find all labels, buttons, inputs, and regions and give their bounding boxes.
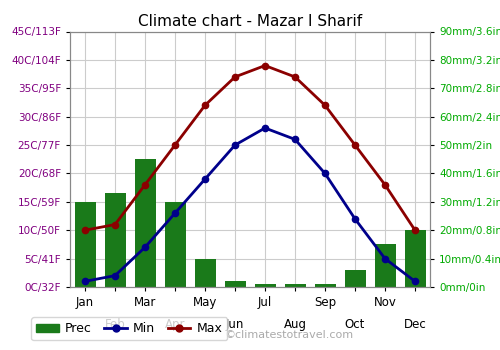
Text: ©climatestotravel.com: ©climatestotravel.com xyxy=(225,329,354,340)
Bar xyxy=(344,270,366,287)
Text: Apr: Apr xyxy=(165,317,185,330)
Bar xyxy=(284,284,306,287)
Bar xyxy=(224,281,246,287)
Bar xyxy=(194,259,216,287)
Legend: Prec, Min, Max: Prec, Min, Max xyxy=(31,317,228,340)
Text: Feb: Feb xyxy=(104,317,126,330)
Text: Aug: Aug xyxy=(284,317,306,330)
Text: Dec: Dec xyxy=(404,317,426,330)
Text: Jun: Jun xyxy=(226,317,244,330)
Text: Oct: Oct xyxy=(345,317,365,330)
Bar xyxy=(134,159,156,287)
Title: Climate chart - Mazar I Sharif: Climate chart - Mazar I Sharif xyxy=(138,14,362,29)
Bar xyxy=(104,193,126,287)
Bar xyxy=(74,202,96,287)
Bar xyxy=(374,244,396,287)
Bar xyxy=(404,230,425,287)
Bar xyxy=(314,284,336,287)
Bar xyxy=(164,202,186,287)
Bar xyxy=(254,284,276,287)
